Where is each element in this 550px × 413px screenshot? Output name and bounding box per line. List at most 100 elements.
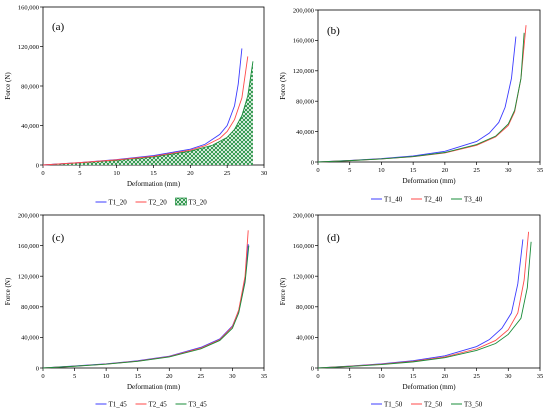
x-tick-label: 35 — [537, 167, 544, 174]
panel-label: (c) — [52, 232, 65, 244]
plot-frame — [317, 9, 541, 163]
series-line-T3_45 — [42, 245, 250, 369]
x-tick-label: 25 — [473, 373, 480, 380]
series-line-T2_40 — [317, 25, 527, 163]
chart-panel-c: 0 5 10 15 20 25 30 35 0 40,000 80,000 120,000 160,00… — [4, 212, 267, 408]
y-axis-label: Force (N) — [279, 72, 287, 100]
x-tick-label: 15 — [134, 373, 141, 380]
y-tick-label: 0 — [36, 162, 39, 169]
series-line-T3_40 — [317, 32, 525, 163]
y-tick-label: 200,000 — [293, 7, 314, 14]
x-tick-label: 10 — [378, 373, 385, 380]
y-tick-label: 80,000 — [21, 304, 39, 311]
y-axis-label: Force (N) — [279, 277, 287, 305]
legend-label: T3_50 — [464, 400, 483, 408]
legend: T1_40 T2_40 T3_40 — [371, 195, 483, 203]
y-tick-label: 120,000 — [18, 274, 39, 281]
legend-label: T1_45 — [109, 400, 128, 408]
x-tick-label: 0 — [316, 373, 319, 380]
x-tick-label: 5 — [73, 373, 76, 380]
x-tick-label: 5 — [78, 170, 81, 177]
legend-label: T2_20 — [149, 198, 168, 206]
y-tick-label: 80,000 — [21, 83, 39, 90]
y-tick-label: 120,000 — [18, 44, 39, 51]
x-tick-label: 35 — [537, 373, 544, 380]
y-tick-label: 40,000 — [296, 129, 314, 136]
x-tick-label: 25 — [224, 170, 231, 177]
legend: T1_45 T2_45 T3_45 — [95, 400, 208, 408]
y-tick-label: 120,000 — [293, 274, 314, 281]
series-line-T1_50 — [317, 239, 524, 369]
x-axis-label: Deformation (mm) — [127, 180, 181, 188]
panel-label: (b) — [327, 25, 340, 37]
chart-panel-a: 0 5 10 15 20 25 30 0 40,000 80,000 120,000 160,000 D… — [4, 4, 267, 206]
chart-panel-d: 0 5 10 15 20 25 30 35 0 40,000 80,000 120,000 160,00… — [279, 212, 543, 408]
x-tick-label: 10 — [378, 167, 385, 174]
x-tick-label: 30 — [505, 167, 512, 174]
series-line-T2_45 — [42, 230, 249, 369]
y-tick-label: 0 — [311, 365, 314, 372]
y-tick-label: 120,000 — [293, 68, 314, 75]
y-tick-label: 160,000 — [18, 4, 39, 11]
x-tick-label: 15 — [150, 170, 157, 177]
x-axis-label: Deformation (mm) — [402, 177, 456, 185]
x-tick-label: 10 — [113, 170, 120, 177]
y-tick-label: 40,000 — [21, 335, 39, 342]
x-axis-label: Deformation (mm) — [127, 383, 181, 391]
x-tick-label: 0 — [41, 170, 44, 177]
legend-label: T1_50 — [384, 400, 403, 408]
x-tick-label: 10 — [103, 373, 110, 380]
x-tick-label: 15 — [410, 167, 417, 174]
x-axis-label: Deformation (mm) — [402, 383, 456, 391]
series-line-T2_50 — [317, 231, 530, 369]
x-tick-label: 0 — [41, 373, 44, 380]
x-tick-label: 25 — [198, 373, 205, 380]
legend-swatch — [175, 197, 187, 206]
series-area-T3_20 — [43, 61, 253, 166]
legend-label: T2_45 — [149, 400, 168, 408]
plot-frame — [42, 214, 265, 369]
legend-label: T3_45 — [189, 400, 208, 408]
y-tick-label: 80,000 — [296, 304, 314, 311]
legend-label: T3_40 — [464, 195, 483, 203]
x-tick-label: 20 — [442, 373, 449, 380]
x-tick-label: 30 — [505, 373, 512, 380]
x-tick-label: 5 — [348, 373, 351, 380]
panel-label: (d) — [327, 232, 340, 244]
y-tick-label: 200,000 — [293, 212, 314, 219]
y-axis-label: Force (N) — [4, 72, 12, 100]
series-line-T1_40 — [317, 36, 517, 163]
legend-label: T3_20 — [189, 198, 208, 206]
x-tick-label: 20 — [187, 170, 194, 177]
x-tick-label: 30 — [261, 170, 268, 177]
series-line-T1_45 — [42, 244, 249, 369]
series-line-T2_20 — [42, 56, 249, 166]
series-line-T3_50 — [317, 241, 532, 369]
legend: T1_50 T2_50 T3_50 — [371, 400, 483, 408]
plot-frame — [317, 214, 541, 369]
y-tick-label: 0 — [311, 159, 314, 166]
y-tick-label: 40,000 — [296, 335, 314, 342]
y-tick-label: 200,000 — [18, 212, 39, 219]
y-tick-label: 160,000 — [18, 243, 39, 250]
y-tick-label: 0 — [36, 365, 39, 372]
y-tick-label: 160,000 — [293, 243, 314, 250]
x-tick-label: 15 — [410, 373, 417, 380]
x-tick-label: 35 — [261, 373, 268, 380]
panel-label: (a) — [52, 21, 65, 33]
y-tick-label: 40,000 — [21, 123, 39, 130]
legend-label: T1_20 — [109, 198, 128, 206]
x-tick-label: 30 — [229, 373, 236, 380]
y-tick-label: 80,000 — [296, 99, 314, 106]
legend-label: T1_40 — [384, 195, 403, 203]
legend-label: T2_50 — [424, 400, 443, 408]
chart-panel-b: 0 5 10 15 20 25 30 35 0 40,000 80,000 120,000 160,00… — [279, 7, 543, 203]
y-tick-label: 160,000 — [293, 38, 314, 45]
x-tick-label: 5 — [348, 167, 351, 174]
legend: T1_20 T2_20 T3_20 — [95, 197, 208, 206]
x-tick-label: 20 — [442, 167, 449, 174]
legend-label: T2_40 — [424, 195, 443, 203]
y-axis-label: Force (N) — [4, 277, 12, 305]
x-tick-label: 25 — [473, 167, 480, 174]
